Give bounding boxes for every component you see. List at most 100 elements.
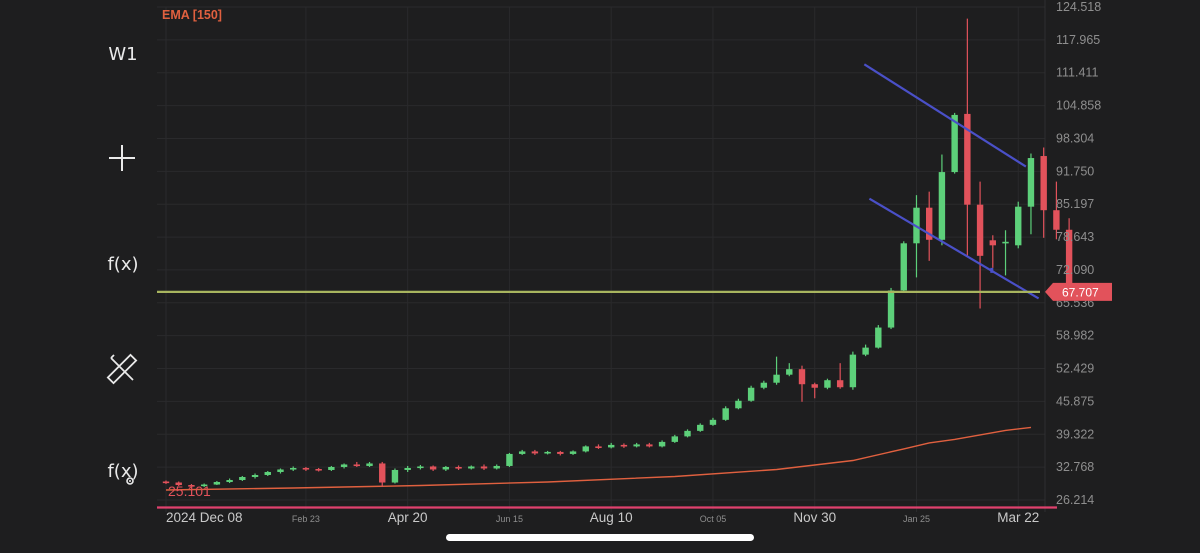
y-tick-label: 32.768 [1056,460,1094,474]
candle [531,449,539,455]
candle [1027,153,1035,235]
candle-body [849,354,857,388]
ema-line [165,426,1032,491]
candle [798,365,806,402]
candle [353,461,360,467]
candle-body [697,424,704,431]
x-tick-label: Nov 30 [793,510,836,525]
crosshair-icon[interactable] [109,145,135,171]
candle-body [544,451,551,454]
candle-body [722,408,729,420]
candle [913,195,920,278]
candle-body [417,466,424,469]
candle-body [1053,210,1060,230]
candle [328,465,335,471]
candle-body [264,471,271,475]
candle-body [1040,156,1047,211]
gear-icon [126,477,134,485]
candle [175,481,182,487]
y-tick-label: 72.090 [1056,263,1094,277]
candle [480,464,488,470]
y-tick-label: 124.518 [1056,0,1101,14]
candle [455,465,462,470]
y-tick-label: 85.197 [1056,197,1094,211]
candle [226,478,233,484]
candle-body [162,481,170,484]
candle [786,363,793,377]
y-tick-label: 39.322 [1056,427,1094,441]
candle-body [404,467,411,470]
candle [620,443,628,448]
candle-body [391,469,399,483]
candle [366,461,373,467]
candle-body [442,466,450,470]
candle [773,356,780,385]
candle-body [531,451,539,454]
candle-body [506,453,513,466]
x-tick-label: Feb 23 [292,514,320,524]
candle [506,452,513,467]
candle-body [900,243,907,291]
y-tick-label: 111.411 [1056,66,1098,80]
candle [658,440,666,448]
function-button[interactable]: f(x) [107,254,138,275]
candle [875,325,882,349]
candle-body [773,374,780,383]
candle-body [379,463,386,483]
candle [162,480,170,485]
home-indicator[interactable] [446,534,754,541]
indicator-label: EMA [150] [162,8,222,22]
y-tick-label: 98.304 [1056,131,1094,145]
candle-body [302,467,310,470]
candle [811,382,818,399]
y-tick-label: 45.875 [1056,394,1094,408]
x-tick-label: Aug 10 [590,510,633,525]
candle-body [1065,229,1073,293]
timeframe-label[interactable]: W1 [108,44,137,65]
candle-body [684,430,691,437]
candle-body [277,469,284,472]
candle-body [964,113,971,205]
candle [900,241,907,292]
candle [200,483,208,488]
y-tick-label: 26.214 [1056,493,1094,507]
candle [671,434,678,443]
candles [162,18,1073,488]
candle-body [468,466,475,469]
candle [544,450,551,455]
y-tick-label: 104.858 [1056,99,1101,113]
candle-body [786,369,793,375]
function-settings-button[interactable]: f(x) [107,461,138,482]
candle-body [188,485,195,487]
candle [1015,201,1022,249]
y-tick-label: 52.429 [1056,362,1094,376]
candle-body [582,446,589,452]
candle [887,287,895,330]
candle-body [315,468,322,471]
candle-body [328,466,335,470]
candle [391,468,399,484]
candle [379,461,386,488]
candle [340,463,348,469]
x-tick-label: Oct 05 [700,514,727,524]
candle [213,481,221,486]
candle [442,465,450,471]
candle [938,154,946,246]
candle [697,423,704,432]
current-price-label: 67.707 [1062,285,1099,299]
candle [557,450,564,456]
candle [251,473,259,479]
grid [157,0,1046,512]
candle-body [353,464,360,467]
candle [976,181,984,309]
candle [824,378,831,390]
candle [684,429,691,438]
candle [493,464,500,470]
ruler-pencil-icon[interactable] [106,353,138,385]
candle-body [340,464,348,467]
candle-body [658,441,666,447]
candle-body [290,467,297,470]
y-tick-label: 91.750 [1056,164,1094,178]
candle [722,406,729,421]
